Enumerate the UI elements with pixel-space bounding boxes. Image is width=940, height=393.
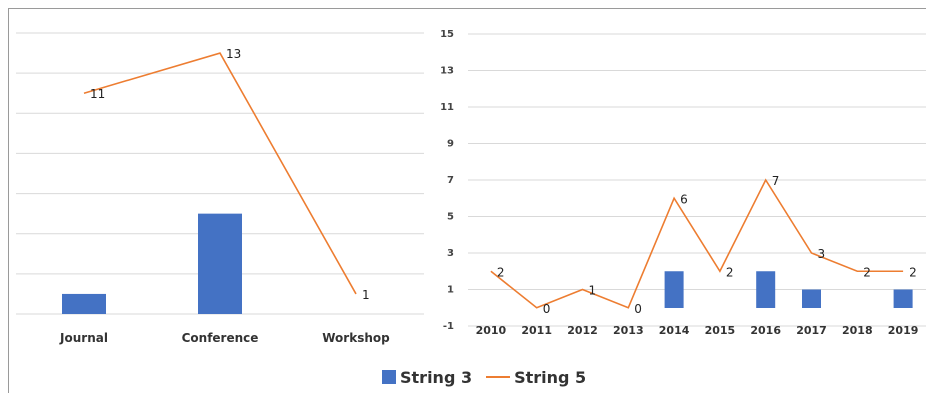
legend-item-string-3: String 3 bbox=[382, 368, 472, 387]
line-series bbox=[83, 52, 357, 295]
data-label: 2 bbox=[497, 265, 505, 279]
x-tick-label: 2013 bbox=[613, 324, 644, 337]
legend-bar-swatch bbox=[382, 370, 396, 384]
x-tick-label: 2016 bbox=[750, 324, 781, 337]
figure-frame bbox=[8, 8, 926, 393]
data-label: 2 bbox=[726, 265, 734, 279]
data-label: 1 bbox=[589, 284, 597, 298]
x-tick-label: 2014 bbox=[659, 324, 690, 337]
data-label: 0 bbox=[634, 302, 642, 316]
x-tick-label: 2010 bbox=[476, 324, 507, 337]
data-label: 6 bbox=[680, 192, 688, 206]
bar bbox=[802, 289, 821, 308]
legend-line-swatch bbox=[486, 376, 511, 378]
y-tick-label: 7 bbox=[447, 175, 454, 186]
bar bbox=[756, 271, 776, 308]
y-tick-label: 9 bbox=[447, 139, 454, 150]
x-tick-label: 2012 bbox=[567, 324, 598, 337]
bar bbox=[198, 213, 242, 314]
x-tick-label: 2019 bbox=[888, 324, 919, 337]
line-series bbox=[490, 178, 904, 309]
legend-item-string-5: String 5 bbox=[486, 368, 586, 387]
y-tick-label: 15 bbox=[440, 29, 454, 40]
bar bbox=[664, 271, 684, 308]
legend: String 3 String 5 bbox=[382, 364, 586, 390]
data-label: 13 bbox=[226, 47, 241, 61]
y-tick-label: 11 bbox=[440, 102, 454, 113]
x-tick-label: 2017 bbox=[796, 324, 827, 337]
data-label: 2 bbox=[909, 265, 917, 279]
y-tick-label: 1 bbox=[447, 285, 454, 296]
x-tick-label: Workshop bbox=[322, 331, 390, 345]
y-tick-label: 3 bbox=[447, 248, 454, 259]
x-tick-label: Conference bbox=[182, 331, 259, 345]
y-tick-label: -1 bbox=[443, 321, 454, 332]
y-tick-label: 13 bbox=[440, 66, 454, 77]
legend-label-string-5: String 5 bbox=[514, 367, 587, 387]
data-label: 11 bbox=[90, 87, 105, 101]
data-label: 3 bbox=[818, 247, 826, 261]
x-tick-label: Journal bbox=[59, 331, 108, 345]
x-tick-label: 2015 bbox=[705, 324, 736, 337]
bar bbox=[62, 293, 106, 314]
x-tick-label: 2018 bbox=[842, 324, 873, 337]
data-label: 0 bbox=[543, 302, 551, 316]
x-tick-label: 2011 bbox=[521, 324, 552, 337]
data-label: 1 bbox=[362, 288, 370, 302]
bar bbox=[893, 289, 913, 308]
y-tick-label: 5 bbox=[447, 212, 454, 223]
legend-label-string-3: String 3 bbox=[400, 367, 473, 387]
data-label: 2 bbox=[863, 265, 871, 279]
data-label: 7 bbox=[772, 174, 780, 188]
